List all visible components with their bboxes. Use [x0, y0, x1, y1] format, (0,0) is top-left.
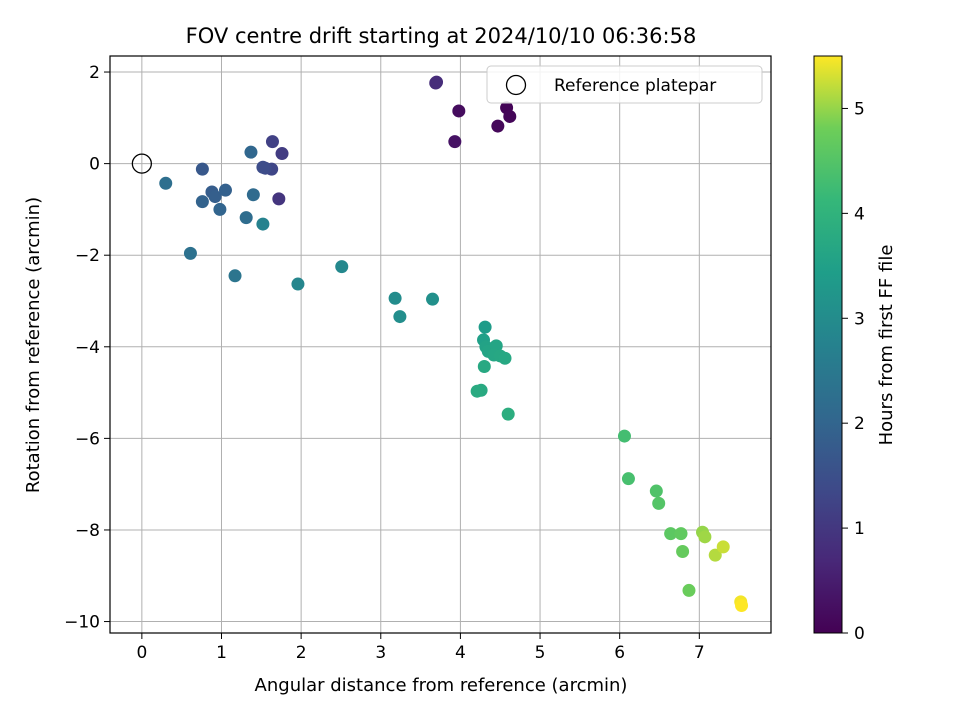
chart-title: FOV centre drift starting at 2024/10/10 … — [186, 24, 697, 48]
x-tick-label: 6 — [614, 643, 625, 663]
data-point — [256, 160, 270, 174]
data-point — [735, 599, 749, 613]
data-point — [393, 310, 407, 324]
data-point — [265, 135, 279, 149]
legend-marker — [505, 74, 527, 96]
data-point — [195, 162, 209, 176]
data-point — [664, 527, 678, 541]
y-axis-title: Rotation from reference (arcmin) — [23, 197, 44, 493]
data-point — [478, 320, 492, 334]
data-point — [159, 176, 173, 190]
data-point — [682, 583, 696, 597]
data-point — [708, 548, 722, 562]
data-point — [498, 351, 512, 365]
colorbar-tick-label: 3 — [854, 309, 865, 329]
colorbar-tick-label: 1 — [854, 519, 865, 539]
x-tick-label: 5 — [535, 643, 546, 663]
data-point — [491, 119, 505, 133]
data-point — [448, 135, 462, 149]
data-points — [159, 75, 749, 613]
plot-area-frame — [109, 55, 772, 634]
legend: Reference platepar — [486, 65, 763, 104]
data-point — [388, 291, 402, 305]
colorbar-tick-label: 2 — [854, 414, 865, 434]
data-point — [183, 246, 197, 260]
data-point — [621, 472, 635, 486]
reference-point — [131, 153, 153, 174]
y-tick-label: −2 — [75, 246, 100, 266]
y-tick-label: −10 — [64, 613, 100, 633]
x-tick-label: 0 — [136, 643, 147, 663]
data-point — [649, 484, 663, 498]
colorbar-tick-label: 4 — [854, 204, 865, 224]
colorbar-tick-label: 5 — [854, 99, 865, 119]
data-point — [470, 384, 484, 398]
data-point — [275, 147, 289, 161]
x-tick-label: 3 — [375, 643, 386, 663]
data-point — [213, 202, 227, 216]
data-point — [698, 530, 712, 544]
data-point — [503, 109, 517, 123]
data-point — [617, 429, 631, 443]
data-point — [291, 277, 305, 291]
y-axis-ticks: −10 −8 −6 −4 −2 0 2 — [64, 63, 110, 633]
colorbar-ticks: 0 1 2 3 4 5 — [842, 99, 865, 644]
colorbar-label: Hours from first FF file — [876, 245, 897, 446]
legend-label: Reference platepar — [554, 76, 716, 96]
data-point — [272, 192, 286, 206]
legend-box — [486, 65, 763, 104]
data-point — [716, 540, 730, 554]
x-tick-label: 2 — [296, 643, 307, 663]
data-point — [426, 292, 440, 306]
data-point — [676, 544, 690, 558]
y-tick-label: −4 — [75, 338, 100, 358]
data-point — [239, 211, 253, 225]
y-tick-label: −8 — [75, 521, 100, 541]
data-point — [335, 260, 349, 274]
data-point — [244, 145, 258, 159]
data-point — [218, 183, 232, 197]
data-point — [429, 76, 443, 90]
data-point — [501, 407, 515, 421]
x-tick-label: 7 — [694, 643, 705, 663]
x-axis-ticks: 0 1 2 3 4 5 6 7 — [136, 633, 705, 663]
reference-platepar-marker — [131, 153, 153, 174]
data-point — [452, 104, 466, 118]
y-tick-label: 0 — [89, 155, 100, 175]
colorbar-gradient — [813, 55, 843, 634]
x-tick-label: 1 — [216, 643, 227, 663]
data-point — [195, 195, 209, 209]
colorbar: 0 1 2 3 4 5 Hours from first FF file — [813, 55, 897, 644]
y-tick-label: −6 — [75, 429, 100, 449]
y-tick-label: 2 — [89, 63, 100, 83]
x-tick-label: 4 — [455, 643, 466, 663]
x-axis-title: Angular distance from reference (arcmin) — [255, 675, 628, 696]
data-point — [228, 269, 242, 283]
colorbar-tick-label: 0 — [854, 624, 865, 644]
data-point — [256, 217, 270, 231]
data-point — [674, 527, 688, 541]
data-point — [208, 190, 222, 204]
data-point — [477, 359, 491, 373]
grid — [110, 56, 771, 633]
data-point — [652, 496, 666, 510]
data-point — [246, 188, 260, 202]
